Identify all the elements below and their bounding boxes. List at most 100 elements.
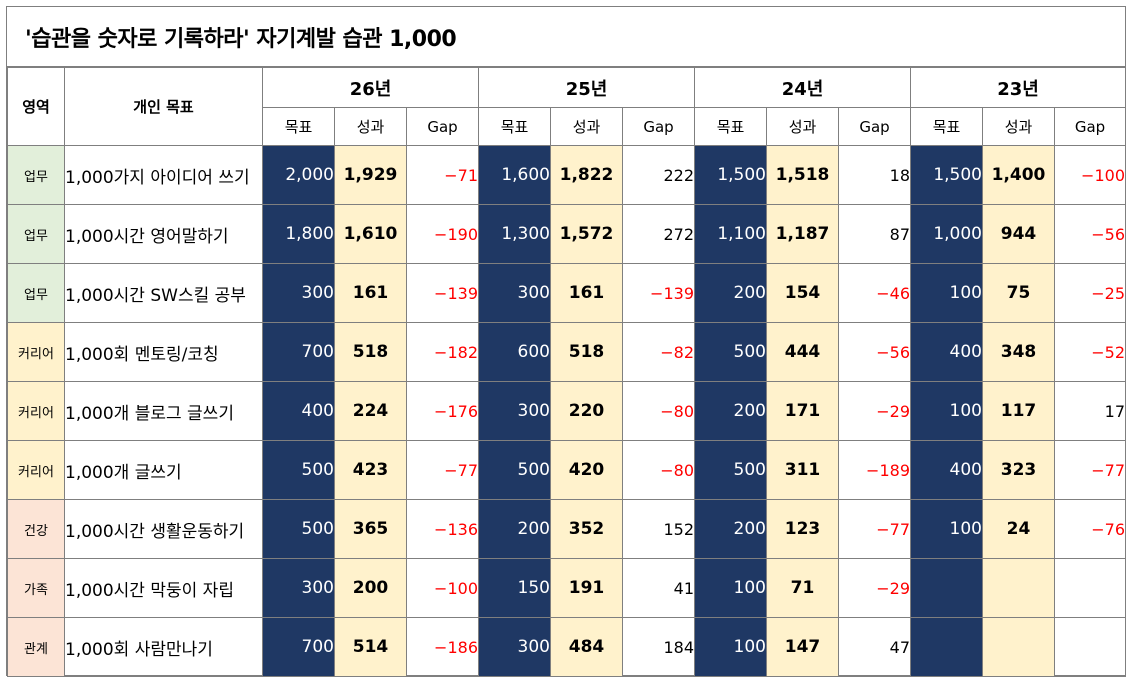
gap-cell: −46 — [838, 263, 911, 323]
gap-cell: −80 — [622, 440, 695, 500]
table-title: '습관을 숫자로 기록하라' 자기계발 습관 1,000 — [7, 7, 1125, 67]
area-cell: 커리어 — [7, 381, 65, 441]
target-cell: 500 — [262, 499, 335, 559]
target-cell: 1,600 — [478, 145, 551, 205]
table-row: 커리어 1,000회 멘토링/코칭 700 518 −182 600 518 −82 500 44… — [7, 322, 1126, 382]
table-row: 커리어 1,000개 글쓰기 500 423 −77 500 420 −80 500 311 −18… — [7, 440, 1126, 500]
header-sub-gap-0: Gap — [406, 107, 479, 146]
area-cell: 업무 — [7, 204, 65, 264]
gap-cell: −56 — [838, 322, 911, 382]
gap-cell: 87 — [838, 204, 911, 264]
header-area: 영역 — [7, 67, 65, 146]
target-cell: 500 — [478, 440, 551, 500]
gap-cell: −29 — [838, 558, 911, 618]
target-cell: 500 — [694, 322, 767, 382]
result-cell: 147 — [766, 617, 839, 677]
gap-cell — [1054, 558, 1126, 618]
header-year-26: 26년 — [262, 67, 479, 108]
target-cell: 100 — [910, 381, 983, 441]
result-cell: 518 — [550, 322, 623, 382]
gap-cell: −139 — [622, 263, 695, 323]
target-cell: 150 — [478, 558, 551, 618]
result-cell: 944 — [982, 204, 1055, 264]
result-cell: 1,610 — [334, 204, 407, 264]
goal-cell: 1,000개 글쓰기 — [64, 440, 263, 500]
gap-cell: −56 — [1054, 204, 1126, 264]
result-cell: 1,572 — [550, 204, 623, 264]
target-cell: 200 — [694, 263, 767, 323]
area-cell: 업무 — [7, 145, 65, 205]
gap-cell: −77 — [838, 499, 911, 559]
table-row: 업무 1,000시간 SW스킬 공부 300 161 −139 300 161 −139 200… — [7, 263, 1126, 323]
gap-cell: 184 — [622, 617, 695, 677]
gap-cell: −52 — [1054, 322, 1126, 382]
area-cell: 커리어 — [7, 322, 65, 382]
target-cell: 1,100 — [694, 204, 767, 264]
target-cell: 600 — [478, 322, 551, 382]
target-cell: 400 — [262, 381, 335, 441]
gap-cell: −100 — [1054, 145, 1126, 205]
result-cell: 161 — [550, 263, 623, 323]
target-cell: 300 — [478, 263, 551, 323]
goal-cell: 1,000회 사람만나기 — [64, 617, 263, 677]
gap-cell: −136 — [406, 499, 479, 559]
habit-table: 영역 개인 목표 26년 25년 24년 23년 목표 성과 Gap 목표 성과 Gap 목… — [7, 67, 1126, 677]
target-cell: 500 — [262, 440, 335, 500]
target-cell: 700 — [262, 322, 335, 382]
table-row: 관계 1,000회 사람만나기 700 514 −186 300 484 184 100 147 4… — [7, 617, 1126, 677]
result-cell: 311 — [766, 440, 839, 500]
gap-cell: −77 — [406, 440, 479, 500]
result-cell: 1,187 — [766, 204, 839, 264]
header-sub-target-0: 목표 — [262, 107, 335, 146]
gap-cell: 152 — [622, 499, 695, 559]
result-cell: 161 — [334, 263, 407, 323]
result-cell: 123 — [766, 499, 839, 559]
target-cell: 300 — [262, 558, 335, 618]
table-row: 업무 1,000가지 아이디어 쓰기 2,000 1,929 −71 1,600 1,822… — [7, 145, 1126, 205]
target-cell: 200 — [694, 381, 767, 441]
result-cell: 420 — [550, 440, 623, 500]
header-sub-target-1: 목표 — [478, 107, 551, 146]
result-cell — [982, 617, 1055, 677]
header-sub-target-2: 목표 — [694, 107, 767, 146]
result-cell: 1,518 — [766, 145, 839, 205]
result-cell: 323 — [982, 440, 1055, 500]
result-cell: 1,822 — [550, 145, 623, 205]
gap-cell: −80 — [622, 381, 695, 441]
target-cell: 500 — [694, 440, 767, 500]
goal-cell: 1,000시간 생활운동하기 — [64, 499, 263, 559]
target-cell: 100 — [694, 617, 767, 677]
header-sub-result-1: 성과 — [550, 107, 623, 146]
target-cell — [910, 617, 983, 677]
area-cell: 관계 — [7, 617, 65, 677]
table-row: 커리어 1,000개 블로그 글쓰기 400 224 −176 300 220 −80 200 1… — [7, 381, 1126, 441]
result-cell: 200 — [334, 558, 407, 618]
header-sub-result-0: 성과 — [334, 107, 407, 146]
target-cell: 300 — [262, 263, 335, 323]
header-sub-result-2: 성과 — [766, 107, 839, 146]
goal-cell: 1,000시간 SW스킬 공부 — [64, 263, 263, 323]
gap-cell: −182 — [406, 322, 479, 382]
goal-cell: 1,000시간 영어말하기 — [64, 204, 263, 264]
header-goal: 개인 목표 — [64, 67, 263, 146]
habit-table-frame: '습관을 숫자로 기록하라' 자기계발 습관 1,000 영역 개인 목표 26… — [6, 6, 1126, 677]
gap-cell: −29 — [838, 381, 911, 441]
gap-cell: 47 — [838, 617, 911, 677]
result-cell: 191 — [550, 558, 623, 618]
gap-cell: −82 — [622, 322, 695, 382]
gap-cell: −76 — [1054, 499, 1126, 559]
result-cell: 154 — [766, 263, 839, 323]
header-year-25: 25년 — [478, 67, 695, 108]
table-row: 업무 1,000시간 영어말하기 1,800 1,610 −190 1,300 1,572 2… — [7, 204, 1126, 264]
target-cell: 400 — [910, 440, 983, 500]
target-cell: 1,500 — [694, 145, 767, 205]
header-sub-gap-3: Gap — [1054, 107, 1126, 146]
gap-cell: −190 — [406, 204, 479, 264]
result-cell: 117 — [982, 381, 1055, 441]
result-cell: 24 — [982, 499, 1055, 559]
gap-cell: −71 — [406, 145, 479, 205]
area-cell: 커리어 — [7, 440, 65, 500]
target-cell: 1,000 — [910, 204, 983, 264]
table-row: 가족 1,000시간 막둥이 자립 300 200 −100 150 191 41 100 71−… — [7, 558, 1126, 618]
result-cell: 444 — [766, 322, 839, 382]
